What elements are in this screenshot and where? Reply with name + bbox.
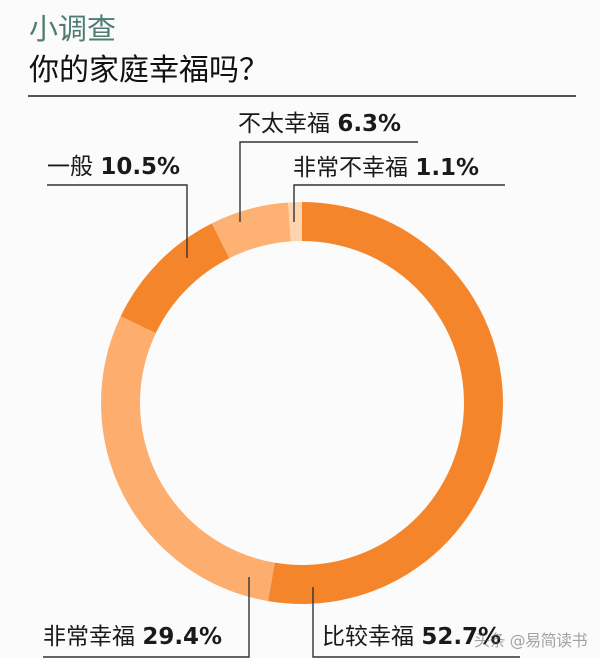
watermark: 头条 @易简读书 [474,631,588,650]
slice-label: 非常不幸福 [293,155,408,181]
slice-value: 29.4% [142,624,223,650]
slice-label: 非常幸福 [43,624,135,650]
slice-label: 不太幸福 [238,111,330,137]
label-feichang: 非常幸福 29.4% [43,623,222,651]
slice-label: 一般 [47,154,93,180]
leader-line-yiban [47,184,188,258]
label-bijiao: 比较幸福 52.7% [322,623,501,651]
donut-slice [100,316,275,602]
donut-slice [288,202,302,242]
label-yiban: 一般 10.5% [47,153,180,181]
slice-value: 10.5% [100,154,181,180]
donut-ring [100,202,504,604]
page-title: 你的家庭幸福吗？ [29,53,269,88]
leader-lines [43,141,520,658]
survey-kicker: 小调查 [29,12,117,46]
leader-line-feichangbu [293,184,505,222]
leader-line-feichang [43,577,250,658]
donut-slice [120,223,230,334]
slice-value: 6.3% [337,111,402,137]
title-divider [28,95,576,97]
donut-slice [268,202,504,604]
leader-line-bijiao [312,587,520,658]
slice-label: 比较幸福 [322,624,414,650]
slice-value: 1.1% [415,155,480,181]
label-butai: 不太幸福 6.3% [238,110,401,138]
donut-slice [211,202,291,259]
leader-line-butai [239,141,418,222]
slice-value: 52.7% [421,624,502,650]
label-feichangbu: 非常不幸福 1.1% [293,154,479,182]
